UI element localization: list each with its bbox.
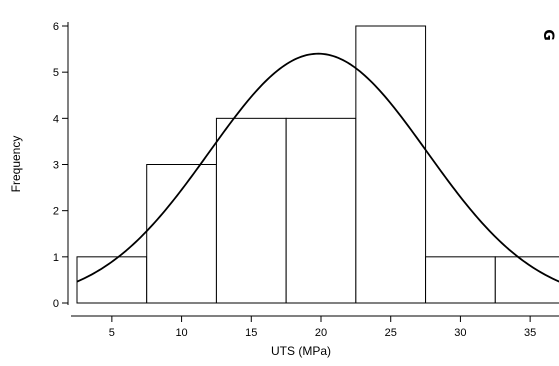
- y-tick-label: 3: [53, 160, 59, 172]
- x-tick-label: 35: [524, 327, 536, 339]
- x-tick-label: 5: [109, 327, 115, 339]
- normal-fit-curve: [76, 52, 559, 283]
- corner-mark: G: [540, 29, 556, 41]
- x-tick-label: 30: [454, 327, 466, 339]
- histogram-bar-4: [285, 117, 357, 304]
- y-tick-label: 0: [53, 298, 59, 310]
- x-tick-label: 10: [175, 327, 187, 339]
- y-tick-label: 1: [53, 252, 59, 264]
- corner-mark-text: G: [540, 29, 556, 41]
- histogram-bar-2: [146, 164, 217, 304]
- y-tick-label: 2: [53, 206, 59, 218]
- y-tick-label: 4: [53, 113, 59, 125]
- histogram-bars: [76, 25, 559, 304]
- x-tick-label: 20: [315, 327, 327, 339]
- x-axis-label: UTS (MPa): [271, 344, 331, 358]
- histogram-bar-3: [215, 117, 287, 304]
- histogram-bar-1: [76, 256, 148, 304]
- x-tick-label: 25: [385, 327, 397, 339]
- histogram-bar-5: [355, 25, 427, 304]
- y-tick-label: 5: [53, 67, 59, 79]
- y-axis-label: Frequency: [9, 136, 23, 193]
- x-axis-ticks: 5 10 15 20 25 30 35: [109, 316, 536, 339]
- y-axis-ticks: 0 1 2 3 4 5 6: [53, 21, 68, 310]
- y-tick-label: 6: [53, 21, 59, 33]
- x-tick-label: 15: [245, 327, 257, 339]
- histogram-bar-6: [425, 256, 496, 304]
